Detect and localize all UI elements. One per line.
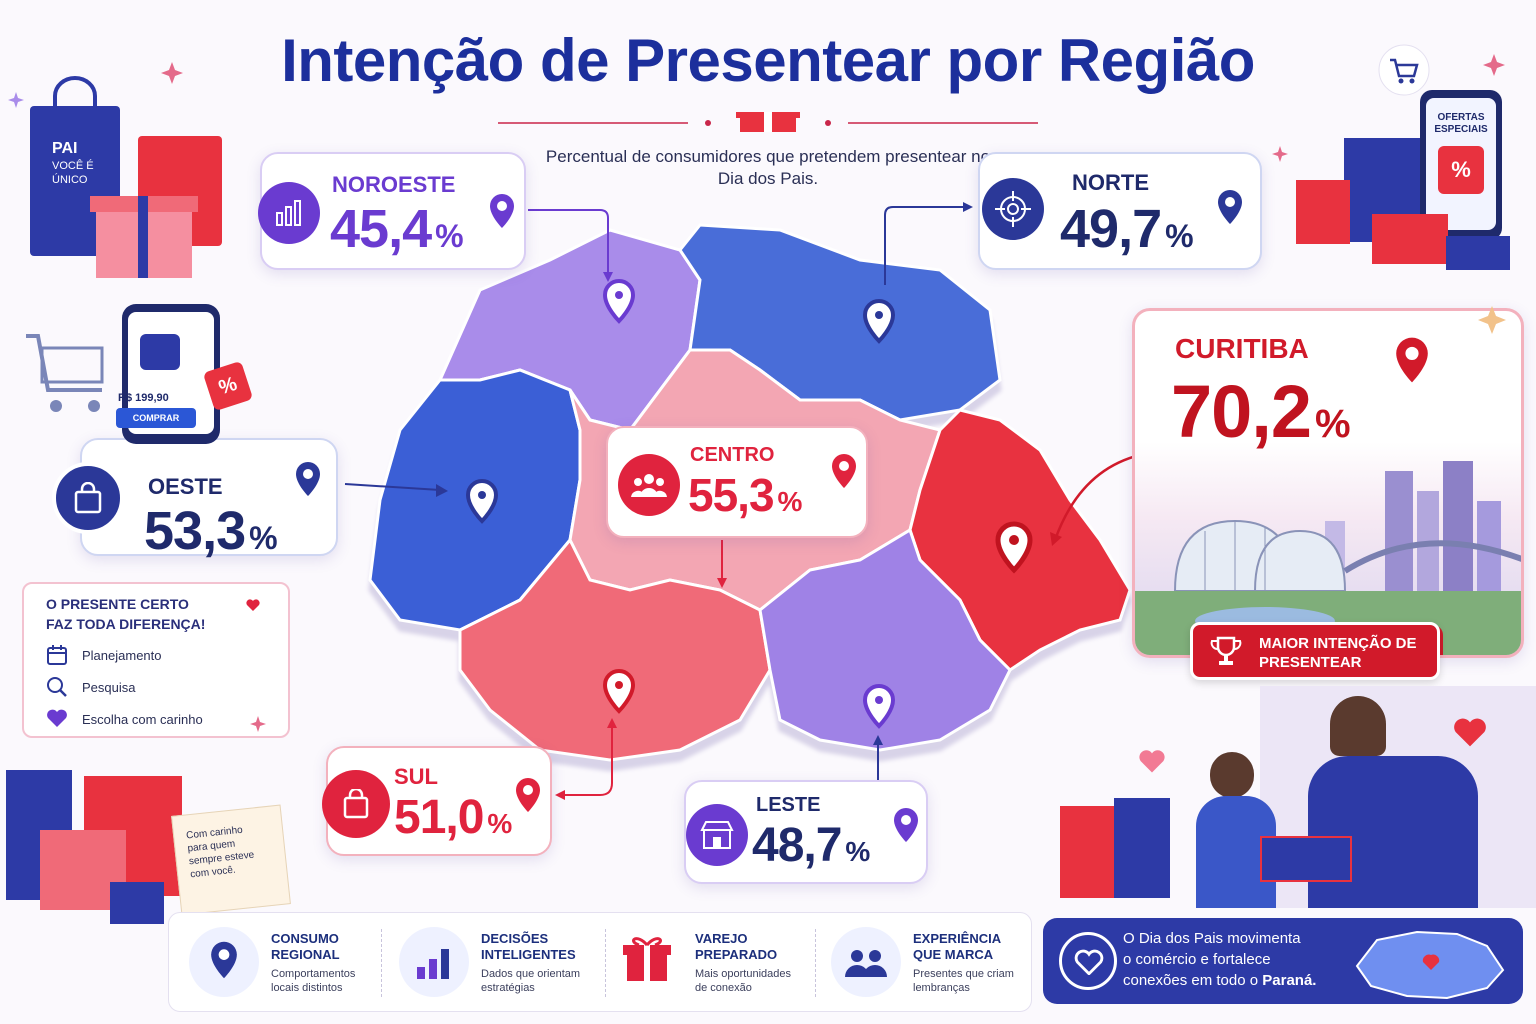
title-divider bbox=[498, 112, 1038, 132]
region-name: LESTE bbox=[756, 794, 821, 816]
region-value: 49,7% bbox=[1060, 199, 1194, 259]
target-icon bbox=[982, 178, 1044, 240]
promo-gifts-illustration: OFERTAS ESPECIAIS % bbox=[1296, 90, 1520, 276]
tip-title-line2: FAZ TODA DIFERENÇA! bbox=[46, 616, 206, 632]
region-name: CENTRO bbox=[690, 444, 775, 466]
tip-item: Pesquisa bbox=[82, 680, 136, 695]
curitiba-skyline-illustration bbox=[1135, 461, 1521, 655]
info-box: O Dia dos Pais movimenta o comércio e fo… bbox=[1043, 918, 1523, 1004]
bar-chart-icon bbox=[399, 927, 469, 997]
feature-consumo: CONSUMO REGIONAL Comportamentos locais di… bbox=[271, 931, 356, 994]
location-pin-icon bbox=[894, 808, 918, 842]
region-value: 53,3% bbox=[144, 501, 278, 561]
heart-icon bbox=[246, 599, 260, 611]
info-text: O Dia dos Pais movimenta o comércio e fo… bbox=[1123, 930, 1317, 989]
map-pin-leste bbox=[862, 684, 896, 729]
map-pin-sul bbox=[602, 669, 636, 714]
features-bar: CONSUMO REGIONAL Comportamentos locais di… bbox=[168, 912, 1032, 1012]
shopping-bag-icon bbox=[322, 770, 390, 838]
location-pin-icon bbox=[1218, 190, 1242, 224]
location-pin-icon bbox=[490, 194, 514, 228]
shopping-bags-illustration: PAI VOCÊ É ÚNICO bbox=[22, 56, 232, 278]
people-icon bbox=[618, 454, 680, 516]
card-oeste: OESTE 53,3% bbox=[52, 438, 338, 561]
location-pin-icon bbox=[832, 454, 856, 488]
region-leste bbox=[758, 527, 1012, 752]
region-value: 70,2% bbox=[1171, 370, 1351, 453]
shopping-cart-icon bbox=[26, 334, 104, 412]
calendar-icon bbox=[47, 645, 67, 665]
region-name: SUL bbox=[394, 764, 438, 789]
tip-title-line1: O PRESENTE CERTO bbox=[46, 596, 189, 612]
card-noroeste: NOROESTE 45,4% bbox=[258, 152, 526, 270]
tip-item: Planejamento bbox=[82, 648, 162, 663]
heart-icon bbox=[1139, 750, 1165, 773]
trophy-icon bbox=[1210, 636, 1242, 665]
region-value: 45,4% bbox=[330, 199, 464, 259]
region-value: 55,3% bbox=[688, 469, 802, 521]
father-son-illustration bbox=[1060, 686, 1536, 908]
highest-intention-badge: MAIOR INTENÇÃO DE PRESENTEAR bbox=[1190, 622, 1440, 680]
location-pin-icon bbox=[296, 462, 320, 496]
bar-chart-icon bbox=[258, 182, 320, 244]
subtitle: Percentual de consumidores que pretendem… bbox=[545, 147, 991, 188]
location-pin-icon bbox=[1396, 337, 1428, 383]
card-centro: CENTRO 55,3% bbox=[606, 426, 868, 538]
people-icon bbox=[831, 927, 901, 997]
map-pin-curitiba bbox=[995, 521, 1033, 574]
location-pin-icon bbox=[516, 778, 540, 812]
tip-box: O PRESENTE CERTO FAZ TODA DIFERENÇA! Pla… bbox=[22, 582, 290, 738]
feature-varejo: VAREJO PREPARADO Mais oportunidades de co… bbox=[695, 931, 792, 994]
region-name: CURITIBA bbox=[1175, 333, 1309, 364]
tip-item: Escolha com carinho bbox=[82, 712, 203, 727]
card-leste: LESTE 48,7% bbox=[684, 780, 928, 884]
card-norte: NORTE 49,7% bbox=[978, 152, 1262, 270]
region-name: NOROESTE bbox=[332, 172, 456, 197]
gift-icon bbox=[736, 112, 800, 132]
shopping-bag-icon bbox=[52, 462, 124, 534]
phone-shop-illustration: R$ 199,90 COMPRAR % bbox=[22, 300, 272, 444]
buy-button: COMPRAR bbox=[116, 408, 196, 428]
region-name: OESTE bbox=[148, 474, 223, 499]
cart-icon bbox=[1378, 44, 1430, 96]
region-value: 51,0% bbox=[394, 791, 512, 844]
feature-decisoes: DECISÕES INTELIGENTES Dados que orientam… bbox=[481, 931, 581, 994]
badge-label: MAIOR INTENÇÃO DE PRESENTEAR bbox=[1259, 635, 1417, 671]
heart-icon bbox=[1059, 932, 1117, 990]
location-icon bbox=[189, 927, 259, 997]
map-pin-norte bbox=[862, 299, 896, 344]
map-pin-noroeste bbox=[602, 279, 636, 324]
card-curitiba: CURITIBA 70,2% bbox=[1132, 308, 1524, 658]
region-value: 48,7% bbox=[752, 819, 870, 872]
heart-icon bbox=[1454, 718, 1486, 747]
card-sul: SUL 51,0% bbox=[322, 746, 552, 856]
gift-icon bbox=[621, 931, 681, 991]
price-label: R$ 199,90 bbox=[118, 392, 169, 404]
store-icon bbox=[686, 804, 748, 866]
region-name: NORTE bbox=[1072, 170, 1149, 195]
map-pin-oeste bbox=[465, 479, 499, 524]
page-title: Intenção de Presentear por Região bbox=[281, 27, 1255, 94]
feature-experiencia: EXPERIÊNCIA QUE MARCA Presentes que cria… bbox=[913, 931, 1014, 994]
search-icon bbox=[47, 677, 67, 697]
parana-mini-map bbox=[1355, 930, 1505, 1000]
heart-icon bbox=[47, 709, 67, 727]
gifts-note-illustration: Com carinho para quem sempre esteve com voc… bbox=[0, 746, 300, 926]
